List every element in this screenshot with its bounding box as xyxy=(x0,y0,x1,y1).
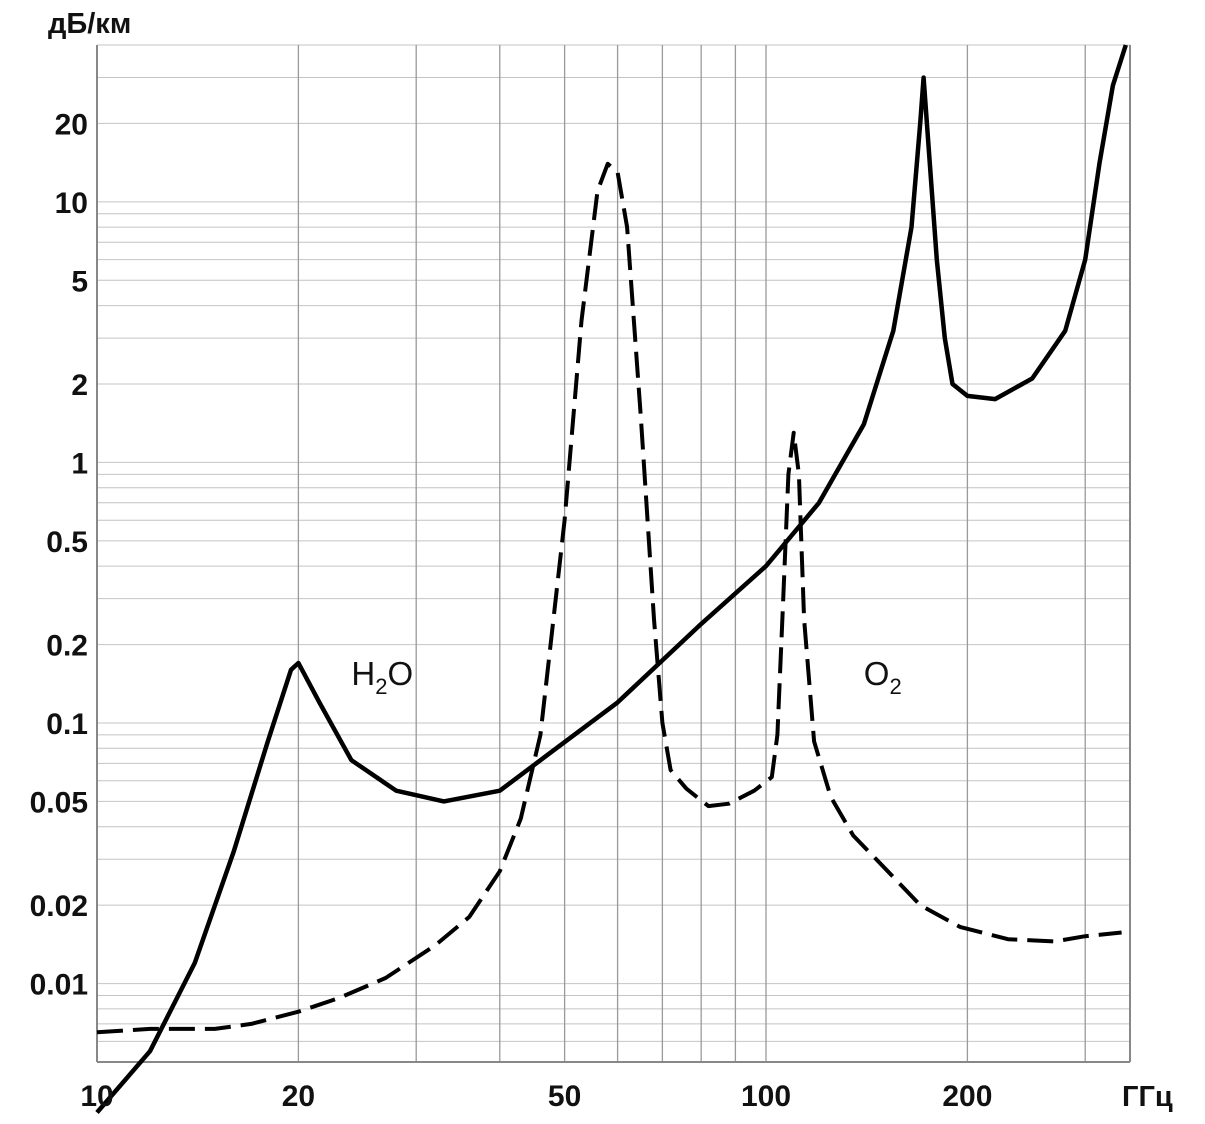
y-tick-label: 0.05 xyxy=(30,786,88,819)
x-tick-label: 50 xyxy=(548,1080,581,1113)
series-label-h2o: H2O xyxy=(351,655,413,699)
y-tick-label: 0.5 xyxy=(46,526,88,559)
y-tick-label: 2 xyxy=(71,369,88,402)
y-tick-label: 0.01 xyxy=(30,969,88,1002)
series-line-o2 xyxy=(96,161,1122,1035)
y-axis-ticks: 0.01 0.02 0.05 0.1 0.2 0.5 1 2 5 10 20 xyxy=(30,108,88,1001)
x-axis-ticks: 10 20 50 100 200 xyxy=(80,1080,992,1113)
y-tick-label: 1 xyxy=(71,447,88,480)
y-tick-label: 0.1 xyxy=(46,708,88,741)
y-tick-label: 5 xyxy=(71,265,88,298)
x-axis-label: ГГц xyxy=(1122,1081,1173,1113)
y-tick-label: 0.02 xyxy=(30,890,88,923)
x-tick-label: 100 xyxy=(741,1080,791,1113)
series-layer xyxy=(95,44,1128,1114)
minor-grid xyxy=(96,44,1130,1063)
x-tick-label: 10 xyxy=(80,1080,113,1113)
major-grid xyxy=(96,45,1131,1063)
x-tick-label: 20 xyxy=(282,1080,315,1113)
series-line-h2o xyxy=(95,44,1128,1114)
y-tick-label: 10 xyxy=(55,187,88,220)
label-layer: H2O O2 xyxy=(351,655,901,699)
x-tick-label: 200 xyxy=(942,1080,992,1113)
y-tick-label: 20 xyxy=(55,108,88,141)
y-tick-label: 0.2 xyxy=(46,630,88,663)
series-label-o2: O2 xyxy=(864,655,902,699)
y-axis-label: дБ/км xyxy=(48,8,131,40)
